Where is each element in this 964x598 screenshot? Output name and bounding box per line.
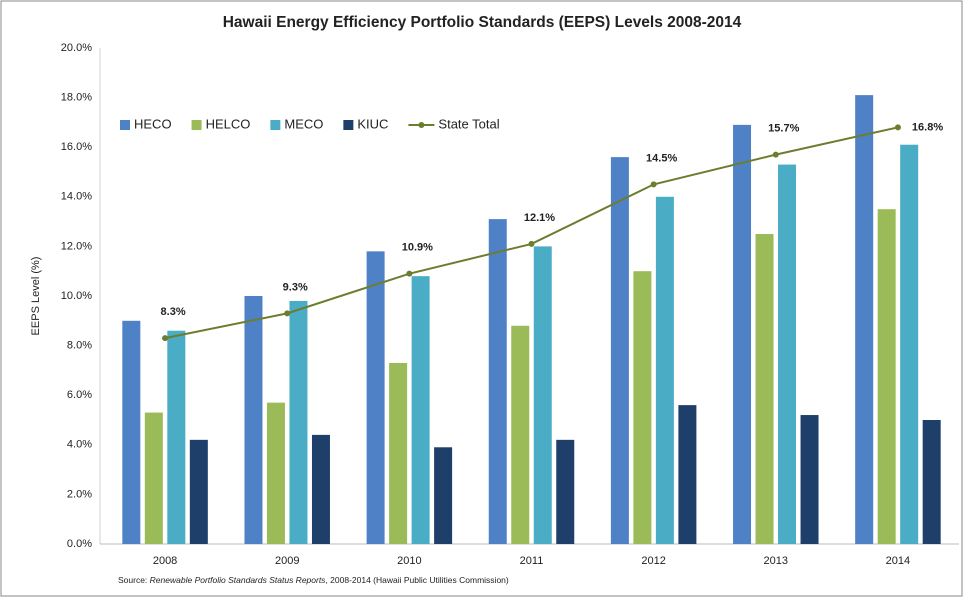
- bar: [733, 124, 752, 544]
- x-tick-label: 2009: [275, 555, 299, 567]
- bar: [167, 330, 186, 544]
- legend-swatch: [343, 120, 354, 130]
- bar: [244, 296, 263, 544]
- bar: [266, 402, 285, 544]
- chart-title: Hawaii Energy Efficiency Portfolio Stand…: [223, 14, 742, 31]
- bar: [366, 251, 385, 545]
- x-tick-label: 2012: [641, 555, 665, 567]
- line-point: [772, 151, 779, 158]
- line-point: [894, 124, 901, 131]
- bar: [488, 219, 507, 544]
- legend-label: HECO: [134, 116, 172, 131]
- x-tick-label: 2014: [886, 555, 910, 567]
- data-label: 9.3%: [283, 281, 308, 293]
- bar: [189, 439, 208, 544]
- bar: [877, 209, 896, 544]
- legend-label: KIUC: [357, 116, 388, 131]
- y-tick-label: 4.0%: [67, 439, 92, 451]
- bar: [678, 405, 697, 544]
- legend-label: State Total: [438, 116, 499, 131]
- x-tick-label: 2013: [764, 555, 788, 567]
- y-tick-label: 18.0%: [61, 92, 92, 104]
- y-axis-label: EEPS Level (%): [30, 257, 42, 336]
- line-point: [406, 270, 413, 277]
- y-tick-label: 6.0%: [67, 389, 92, 401]
- bar: [289, 300, 308, 544]
- line-point: [650, 181, 657, 188]
- bar: [655, 196, 674, 545]
- data-label: 15.7%: [768, 123, 799, 135]
- bar: [411, 276, 430, 544]
- bar: [389, 362, 408, 544]
- bar: [755, 234, 774, 544]
- line-point: [528, 240, 535, 247]
- line-point: [284, 310, 291, 317]
- bar: [633, 271, 652, 544]
- legend-label: MECO: [284, 116, 323, 131]
- legend-swatch: [270, 120, 281, 130]
- legend-swatch: [120, 120, 130, 130]
- data-label: 12.1%: [524, 212, 555, 224]
- y-tick-label: 0.0%: [67, 538, 92, 550]
- x-tick-label: 2010: [397, 555, 421, 567]
- data-label: 10.9%: [402, 242, 433, 254]
- bar: [533, 246, 552, 544]
- x-tick-label: 2011: [520, 555, 544, 567]
- bar: [800, 415, 819, 544]
- y-tick-label: 8.0%: [67, 340, 92, 352]
- source: Source: Renewable Portfolio Standards St…: [118, 575, 509, 585]
- bar: [144, 412, 163, 544]
- legend-swatch: [191, 120, 202, 130]
- x-tick-label: 2008: [153, 555, 177, 567]
- bar: [610, 157, 629, 544]
- source-prefix: Source:: [118, 575, 147, 585]
- bar: [556, 439, 575, 544]
- data-label: 16.8%: [912, 121, 943, 133]
- bar: [311, 434, 330, 544]
- y-tick-label: 20.0%: [61, 42, 92, 54]
- y-tick-label: 12.0%: [61, 240, 92, 252]
- y-tick-label: 14.0%: [61, 191, 92, 203]
- data-label: 8.3%: [161, 306, 186, 318]
- legend-marker: [418, 122, 425, 128]
- line-point: [162, 335, 169, 342]
- y-tick-label: 10.0%: [61, 290, 92, 302]
- y-tick-label: 2.0%: [67, 488, 92, 500]
- bar: [900, 144, 919, 544]
- bar: [122, 320, 141, 544]
- bar: [434, 447, 453, 544]
- bar: [511, 325, 530, 544]
- data-label: 14.5%: [646, 152, 677, 164]
- y-tick-label: 16.0%: [61, 141, 92, 153]
- bar: [922, 420, 941, 544]
- legend-label: HELCO: [206, 116, 251, 131]
- source-rest: , 2008-2014 (Hawaii Public Utilities Com…: [325, 575, 508, 585]
- bar: [778, 164, 797, 544]
- source-title: Renewable Portfolio Standards Status Rep…: [150, 575, 327, 585]
- bar: [855, 95, 874, 545]
